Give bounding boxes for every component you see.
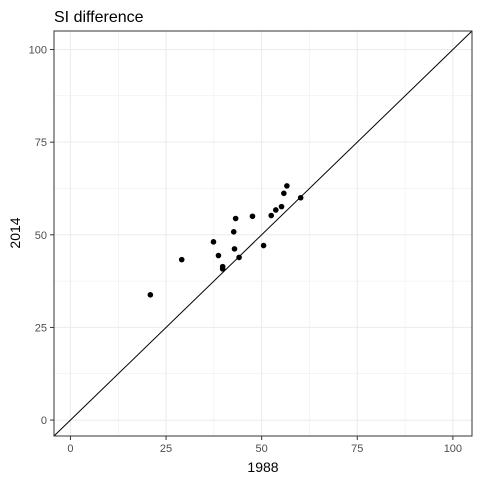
data-point <box>268 212 275 219</box>
data-point <box>230 229 237 235</box>
data-point <box>278 203 285 210</box>
reference-line <box>53 30 473 437</box>
data-point <box>281 190 287 197</box>
axis-ticks: 0 25 50 75 100 0 25 50 75 100 <box>29 45 462 455</box>
data-point <box>147 292 154 298</box>
y-tick-label: 50 <box>35 230 47 242</box>
x-tick-label: 100 <box>444 443 462 455</box>
y-tick-label: 100 <box>29 45 47 57</box>
x-axis-title: 1988 <box>247 459 278 475</box>
x-tick-label: 0 <box>67 443 73 455</box>
data-point <box>260 242 267 249</box>
data-point <box>284 183 290 189</box>
data-point <box>210 239 217 245</box>
data-point <box>232 215 239 222</box>
data-point <box>231 246 238 252</box>
x-tick-label: 50 <box>256 443 268 455</box>
grid <box>54 31 472 436</box>
data-point <box>219 266 226 272</box>
data-point <box>273 207 279 213</box>
y-tick-label: 0 <box>41 415 47 427</box>
data-point <box>297 194 304 201</box>
data-point <box>249 213 256 220</box>
chart-title: SI difference <box>54 9 144 26</box>
y-tick-label: 25 <box>35 322 47 334</box>
plot-panel-border <box>53 30 473 437</box>
y-tick-label: 75 <box>35 137 47 149</box>
data-point <box>236 254 242 261</box>
data-point <box>178 256 185 263</box>
x-tick-label: 25 <box>160 443 172 455</box>
data-points <box>147 183 304 298</box>
x-tick-label: 75 <box>351 443 363 455</box>
y-axis-title: 2014 <box>7 217 23 248</box>
data-point <box>215 252 222 259</box>
